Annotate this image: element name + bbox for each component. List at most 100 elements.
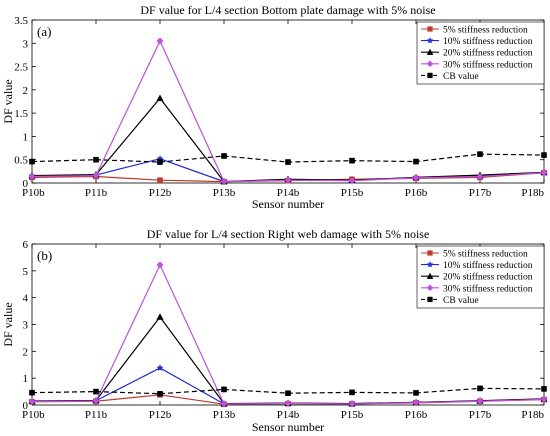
- x-tick-label: P13b: [213, 409, 236, 421]
- data-point: [412, 399, 420, 407]
- chart-title: DF value for L/4 section Bottom plate da…: [140, 3, 435, 17]
- series-line: [31, 97, 545, 183]
- data-point: [157, 177, 163, 184]
- data-point: [28, 172, 36, 181]
- data-point: [92, 171, 100, 180]
- series-3: [28, 261, 548, 408]
- data-point: [156, 261, 164, 269]
- legend-box: [416, 21, 545, 85]
- y-tick-label: 2: [23, 346, 29, 358]
- data-point: [540, 169, 548, 177]
- x-tick-label: P17b: [469, 187, 492, 199]
- data-point: [348, 177, 356, 185]
- data-point: [541, 152, 547, 158]
- x-tick-label: P11b: [85, 187, 108, 199]
- data-point: [285, 390, 291, 397]
- data-point: [28, 397, 36, 406]
- x-tick-label: P11b: [85, 409, 108, 421]
- x-tick-label: P16b: [405, 409, 428, 421]
- legend-label: 20% stiffness reduction: [443, 48, 533, 59]
- legend-swatch-marker: [426, 60, 434, 68]
- legend-swatch-marker: [426, 284, 434, 292]
- y-tick-label: 1: [23, 131, 29, 143]
- series-4: [29, 151, 547, 165]
- y-tick-label: 3: [23, 38, 29, 50]
- legend-label: 20% stiffness reduction: [443, 272, 533, 283]
- y-tick-label: 1: [23, 373, 29, 385]
- panel-label: (a): [37, 24, 51, 39]
- y-tick-label: 0.5: [14, 155, 28, 167]
- x-tick-label: P16b: [405, 187, 428, 199]
- chart-title: DF value for L/4 section Right web damag…: [147, 227, 430, 241]
- series-4: [29, 385, 547, 397]
- data-point: [221, 153, 227, 159]
- data-point: [285, 159, 291, 165]
- y-tick-label: 6: [23, 239, 29, 251]
- y-tick-label: 5: [23, 266, 29, 278]
- data-point: [476, 172, 484, 181]
- legend-label: 10% stiffness reduction: [443, 260, 533, 271]
- x-tick-label: P14b: [277, 409, 300, 421]
- chart-panel-a: DF value for L/4 section Bottom plate da…: [1, 3, 548, 211]
- legend-swatch-marker: [426, 272, 434, 279]
- data-point: [29, 158, 35, 165]
- x-tick-label: P13b: [213, 187, 236, 199]
- data-point: [412, 174, 420, 182]
- y-tick-label: 0: [23, 400, 29, 412]
- x-tick-label: P10b: [22, 409, 45, 421]
- legend-label: 10% stiffness reduction: [443, 36, 533, 47]
- data-point: [284, 399, 292, 407]
- legend-label: CB value: [443, 72, 479, 82]
- data-point: [220, 400, 228, 408]
- x-tick-label: P10b: [22, 187, 45, 199]
- data-point: [93, 388, 99, 395]
- x-tick-label: P12b: [149, 409, 172, 421]
- x-tick-label: P12b: [149, 187, 172, 199]
- data-point: [413, 158, 419, 165]
- data-point: [477, 385, 483, 392]
- x-axis-label: Sensor number: [252, 420, 324, 434]
- legend-swatch-marker: [426, 36, 434, 44]
- legend-swatch-marker: [427, 250, 433, 256]
- legend-label: 5% stiffness reduction: [443, 249, 528, 260]
- legend-swatch-marker: [426, 48, 434, 55]
- data-point: [221, 386, 227, 393]
- legend-swatch-marker: [427, 26, 433, 32]
- data-point: [29, 389, 35, 396]
- data-point: [156, 37, 164, 45]
- legend-label: CB value: [443, 296, 479, 306]
- y-tick-label: 2.5: [14, 62, 28, 74]
- y-tick-label: 2: [23, 85, 29, 97]
- legend-label: 30% stiffness reduction: [443, 59, 533, 70]
- data-point: [156, 94, 164, 102]
- series-3: [28, 37, 548, 186]
- chart-panel-b: DF value for L/4 section Right web damag…: [1, 227, 548, 434]
- data-point: [476, 397, 484, 405]
- legend-label: 5% stiffness reduction: [443, 25, 528, 36]
- data-point: [413, 390, 419, 396]
- data-point: [92, 397, 100, 405]
- x-tick-label: P17b: [469, 409, 492, 421]
- series-2: [28, 94, 548, 185]
- data-point: [157, 159, 163, 165]
- y-tick-label: 1.5: [14, 108, 28, 120]
- y-tick-label: 0: [23, 178, 29, 190]
- legend-label: 30% stiffness reduction: [443, 283, 533, 294]
- data-point: [349, 389, 355, 396]
- legend-swatch-marker: [427, 72, 433, 79]
- y-tick-label: 3.5: [14, 15, 28, 27]
- legend-swatch-marker: [426, 260, 434, 268]
- x-tick-label: P18b: [521, 187, 544, 199]
- data-point: [156, 364, 164, 372]
- x-tick-label: P18b: [521, 409, 544, 421]
- data-point: [220, 178, 228, 186]
- data-point: [348, 400, 356, 408]
- data-point: [541, 386, 547, 392]
- data-point: [349, 157, 355, 164]
- y-tick-label: 4: [23, 293, 29, 305]
- data-point: [284, 176, 292, 184]
- x-axis-label: Sensor number: [252, 197, 324, 211]
- y-tick-label: 3: [23, 320, 29, 332]
- x-tick-label: P15b: [341, 187, 364, 199]
